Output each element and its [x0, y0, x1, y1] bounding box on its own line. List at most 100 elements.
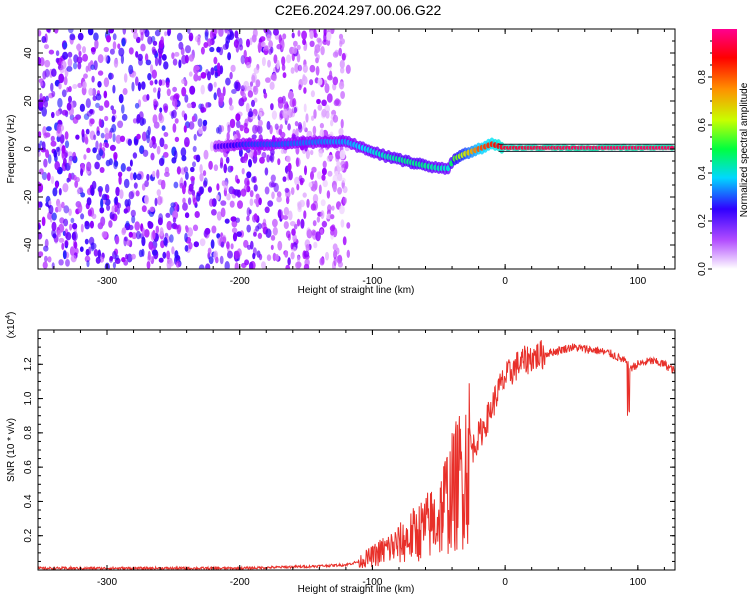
noise-cell — [67, 51, 73, 58]
noise-cell — [146, 94, 150, 101]
noise-cell — [276, 191, 282, 198]
noise-cell — [109, 256, 113, 261]
noise-cell — [179, 182, 184, 189]
noise-cell — [304, 165, 307, 176]
noise-cell — [138, 58, 143, 66]
noise-cell — [172, 86, 178, 93]
noise-cell — [319, 122, 324, 129]
noise-cell — [251, 74, 256, 83]
noise-cell — [309, 40, 315, 47]
noise-cell — [101, 231, 108, 239]
noise-cell — [172, 210, 179, 220]
colorbar-tick-label: 0.0 — [697, 262, 708, 276]
noise-cell — [316, 171, 322, 180]
noise-cell — [167, 30, 171, 37]
noise-cell — [85, 248, 90, 256]
noise-cell — [63, 218, 69, 227]
noise-cell — [128, 64, 134, 75]
noise-cell — [340, 91, 345, 99]
noise-cell — [215, 256, 219, 264]
noise-cell — [114, 206, 118, 213]
noise-cell — [220, 157, 224, 167]
noise-cell — [290, 251, 295, 260]
noise-cell — [213, 92, 217, 101]
noise-cell — [45, 149, 50, 159]
noise-cell — [295, 261, 302, 269]
noise-cell — [346, 249, 350, 258]
noise-cell — [190, 175, 196, 182]
noise-cell — [164, 166, 170, 174]
noise-cell — [229, 71, 233, 80]
noise-cell — [163, 236, 168, 246]
noise-cell — [118, 93, 124, 104]
noise-cell — [211, 225, 217, 234]
noise-cell — [340, 219, 345, 228]
noise-cell — [314, 48, 318, 57]
noise-cell — [170, 202, 176, 208]
noise-cell — [288, 210, 293, 221]
noise-cell — [119, 189, 124, 200]
noise-cell — [94, 161, 100, 170]
noise-cell — [41, 141, 46, 151]
noise-cell — [251, 176, 256, 183]
noise-cell — [44, 59, 51, 68]
noise-cell — [261, 56, 266, 67]
noise-cell — [332, 184, 337, 193]
noise-cell — [68, 29, 74, 34]
noise-cell — [326, 190, 331, 199]
noise-cell — [106, 35, 111, 43]
noise-cell — [144, 195, 149, 205]
noise-cell — [174, 51, 180, 57]
noise-cell — [199, 186, 205, 195]
noise-cell — [44, 44, 49, 50]
noise-cell — [173, 224, 179, 230]
noise-cell — [313, 109, 317, 119]
noise-cell — [251, 99, 255, 107]
noise-cell — [70, 101, 74, 112]
noise-cell — [105, 183, 110, 194]
noise-cell — [249, 81, 254, 87]
noise-cell — [200, 72, 207, 79]
noise-cell — [263, 88, 266, 95]
noise-cell — [290, 187, 295, 196]
noise-cell — [73, 241, 78, 249]
noise-cell — [72, 84, 78, 89]
noise-cell — [48, 200, 52, 206]
noise-cell — [113, 197, 117, 204]
noise-cell — [203, 149, 209, 160]
noise-cell — [264, 45, 269, 51]
noise-cell — [230, 243, 234, 250]
noise-cell — [181, 78, 186, 84]
noise-cell — [246, 215, 250, 222]
noise-cell — [306, 229, 313, 239]
noise-cell — [93, 249, 99, 257]
noise-cell — [126, 239, 131, 247]
noise-cell — [184, 54, 189, 64]
noise-cell — [244, 177, 250, 186]
noise-cell — [214, 71, 219, 79]
noise-cell — [96, 130, 101, 137]
noise-cell — [325, 251, 329, 261]
noise-cell — [227, 52, 232, 61]
noise-cell — [342, 236, 347, 246]
noise-cell — [85, 98, 91, 109]
noise-cell — [298, 84, 302, 91]
noise-cell — [231, 227, 238, 234]
noise-cell — [132, 152, 138, 159]
noise-cell — [252, 124, 258, 134]
noise-cell — [124, 236, 128, 242]
noise-cell — [86, 260, 90, 268]
noise-cell — [258, 253, 263, 261]
noise-cell — [301, 75, 308, 86]
noise-cell — [117, 43, 121, 49]
noise-cell — [336, 161, 341, 167]
noise-cell — [266, 154, 271, 163]
noise-cell — [312, 193, 319, 204]
noise-cell — [341, 177, 346, 183]
noise-cell — [259, 156, 265, 164]
noise-cell — [128, 191, 134, 200]
noise-cell — [67, 151, 73, 157]
noise-cell — [246, 171, 252, 179]
noise-cell — [128, 231, 133, 238]
noise-cell — [72, 222, 78, 230]
